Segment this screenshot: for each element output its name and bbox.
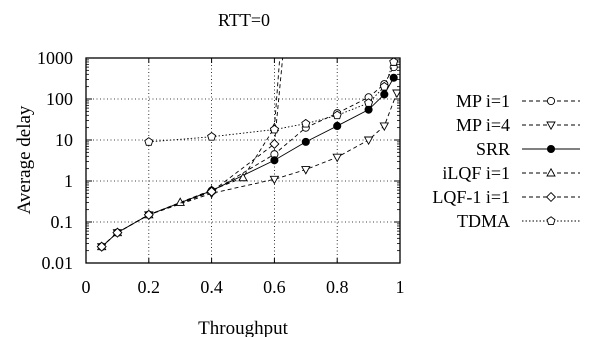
- data-point: [207, 131, 217, 141]
- legend-marker: [546, 96, 556, 106]
- legend-entry: TDMA: [457, 211, 580, 231]
- x-tick-label: 0.8: [326, 277, 349, 297]
- series-line: [101, 66, 395, 248]
- legend-entry: iLQF i=1: [442, 163, 580, 183]
- series-layer: [96, 58, 400, 252]
- y-tick-label: 1: [64, 171, 73, 191]
- legend-label: SRR: [476, 139, 510, 159]
- x-tick-label: 0.2: [138, 277, 161, 297]
- data-point: [96, 241, 107, 252]
- data-point: [269, 175, 280, 185]
- data-point: [206, 186, 217, 197]
- legend-marker: [546, 144, 556, 154]
- data-point: [175, 197, 185, 206]
- data-point: [379, 122, 390, 132]
- data-point: [380, 90, 389, 99]
- data-point: [392, 89, 400, 99]
- legend-entry: MP i=4: [456, 115, 580, 135]
- data-point: [332, 153, 342, 163]
- data-point: [144, 137, 154, 146]
- legend-entry: MP i=1: [456, 91, 580, 111]
- data-point: [364, 105, 373, 114]
- data-point: [333, 121, 342, 131]
- data-point: [301, 137, 310, 146]
- grid: [86, 58, 400, 263]
- y-tick-label: 0.01: [42, 253, 74, 273]
- legend-label: TDMA: [457, 211, 510, 231]
- x-tick-label: 0: [82, 277, 91, 297]
- legend-entry: SRR: [476, 139, 580, 159]
- series-line: [101, 77, 395, 248]
- y-tick-label: 100: [46, 89, 73, 109]
- x-tick-label: 1: [396, 277, 405, 297]
- legend-label: LQF-1 i=1: [432, 187, 510, 207]
- data-point: [112, 227, 123, 238]
- data-point: [238, 172, 248, 182]
- legend-label: MP i=4: [456, 115, 510, 135]
- y-axis-label: Average delay: [14, 105, 35, 214]
- legend-entry: LQF-1 i=1: [432, 187, 580, 207]
- series-2: [97, 73, 398, 251]
- chart-title: RTT=0: [218, 10, 270, 30]
- data-point: [301, 166, 311, 175]
- series-3: [96, 58, 281, 251]
- legend-marker: [545, 191, 557, 203]
- y-tick-label: 0.1: [51, 212, 74, 232]
- axis-ticks: 0 0.2 0.4 0.6 0.8 1 0.01 0.1 1 10 100 1000: [37, 48, 405, 297]
- legend-marker: [546, 216, 556, 225]
- data-point: [269, 138, 280, 150]
- series-line: [148, 61, 395, 143]
- legend-label: iLQF i=1: [442, 163, 510, 183]
- y-tick-label: 10: [55, 130, 73, 150]
- plot-frame: [85, 57, 401, 264]
- series-line: [101, 92, 398, 248]
- legend: MP i=1 MP i=4 SRR iLQF i=1 LQF-1 i=1 TDMA: [432, 91, 580, 231]
- data-point: [389, 58, 399, 66]
- data-point: [269, 124, 279, 134]
- data-point: [143, 209, 154, 220]
- y-tick-label: 1000: [37, 48, 73, 68]
- legend-marker: [546, 121, 556, 131]
- series-4: [96, 58, 284, 252]
- legend-marker: [546, 167, 556, 177]
- series-5: [144, 58, 399, 146]
- x-tick-label: 0.4: [200, 277, 223, 297]
- legend-label: MP i=1: [456, 91, 510, 111]
- data-point: [301, 118, 311, 128]
- data-point: [363, 136, 374, 146]
- data-point: [332, 110, 342, 120]
- x-tick-label: 0.6: [263, 277, 286, 297]
- data-point: [270, 156, 279, 165]
- series-line: [101, 58, 281, 248]
- data-point: [364, 98, 374, 107]
- series-line: [101, 58, 284, 248]
- data-point: [379, 81, 389, 91]
- data-point: [389, 73, 398, 82]
- series-1: [96, 89, 400, 252]
- x-axis-label: Throughput: [198, 318, 288, 337]
